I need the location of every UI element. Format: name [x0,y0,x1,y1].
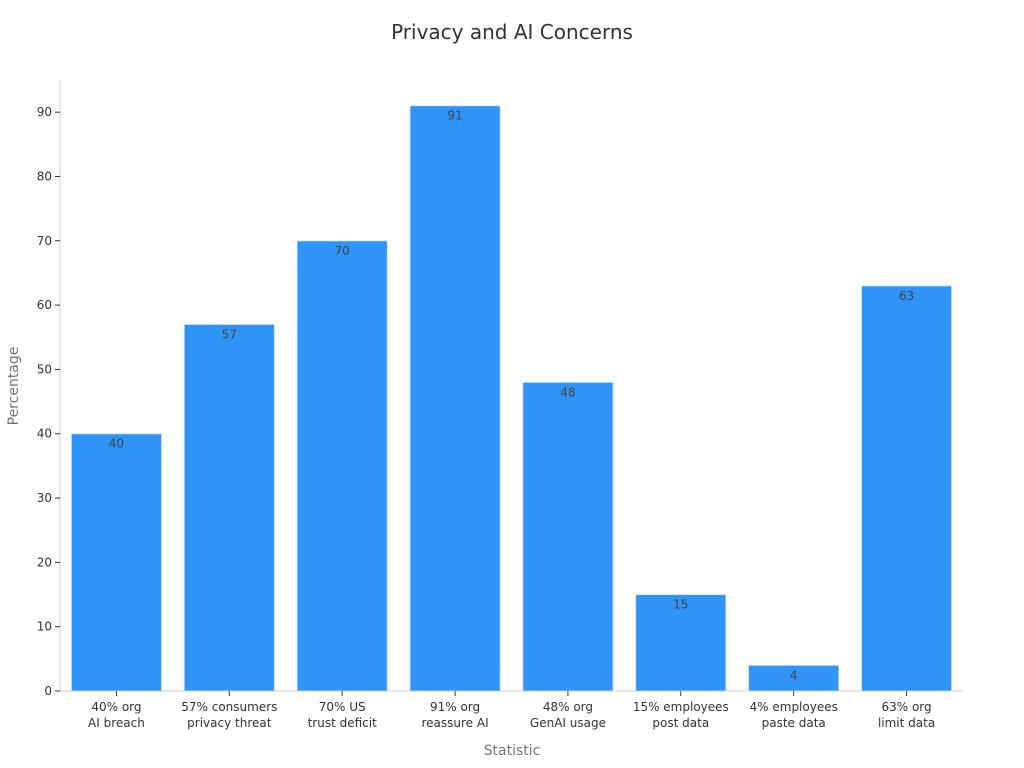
data-label: 15 [673,598,688,612]
bar [409,105,501,692]
data-label: 63 [899,289,914,303]
bars-layer [70,105,953,692]
x-tick-label: 91% org reassure AI [421,700,488,730]
y-tick-label: 20 [37,555,52,569]
y-axis-title: Percentage [6,347,22,426]
data-label: 91 [447,109,462,123]
bar [296,240,388,692]
x-tick-label: 15% employees post data [633,700,729,730]
bar [70,433,163,692]
x-axis-title: Statistic [484,743,541,759]
bar [183,323,275,692]
x-tick-label: 70% US trust deficit [308,700,378,730]
data-label: 4 [790,668,798,682]
y-tick-label: 80 [37,169,52,183]
y-tick-label: 50 [37,362,52,376]
y-tick-label: 10 [37,620,52,634]
data-label: 70 [335,244,350,258]
y-tick-label: 0 [44,684,52,698]
data-label: 48 [560,385,575,399]
y-tick-label: 70 [37,234,52,248]
y-tick-label: 40 [37,427,52,441]
data-labels-layer: 40 57 70 91 48 15 4 63 [109,109,914,683]
x-tick-label: 40% org AI breach [88,700,145,730]
bar [635,594,727,692]
x-tick-label: 48% org GenAI usage [530,700,606,730]
axes-layer: 0 10 20 30 40 50 60 70 80 90 40% org AI breach 57% c… [37,80,963,730]
x-tick-label: 57% consumers privacy threat [181,700,277,730]
data-label: 40 [109,437,124,451]
bar [522,381,614,692]
x-tick-label: 4% employees paste data [750,700,838,730]
bar [748,664,840,692]
data-label: 57 [222,327,237,341]
y-tick-label: 30 [37,491,52,505]
chart-title: Privacy and AI Concerns [391,20,633,44]
y-tick-label: 60 [37,298,52,312]
bar [860,285,953,692]
y-tick-label: 90 [37,105,52,119]
x-tick-label: 63% org limit data [878,700,935,730]
